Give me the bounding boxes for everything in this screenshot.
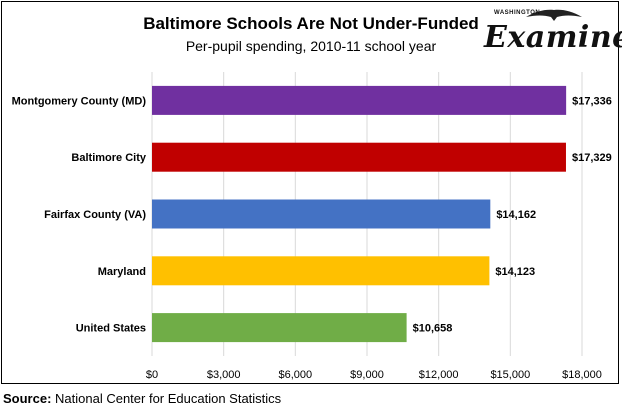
examiner-logo: WASHINGTON Examiner bbox=[484, 8, 622, 58]
labels: $0 $3,000 $6,000 $9,000 $12,000 $15,000 $18,00… bbox=[12, 95, 612, 381]
x-tick-label: $15,000 bbox=[490, 369, 530, 381]
chart-subtitle: Per-pupil spending, 2010-11 school year bbox=[185, 38, 437, 54]
bar bbox=[152, 199, 491, 229]
eagle-icon bbox=[526, 9, 582, 21]
bar bbox=[152, 256, 490, 286]
source-label: Source: bbox=[3, 391, 52, 406]
bar bbox=[152, 142, 566, 172]
source-note: Source: National Center for Education St… bbox=[3, 391, 281, 406]
bar-chart: $0 $3,000 $6,000 $9,000 $12,000 $15,000 $18,00… bbox=[12, 72, 612, 381]
data-label: $10,658 bbox=[413, 323, 453, 335]
data-label: $17,336 bbox=[572, 95, 612, 107]
bar bbox=[152, 313, 407, 343]
bar bbox=[152, 85, 567, 115]
chart-title: Baltimore Schools Are Not Under-Funded bbox=[143, 14, 479, 33]
x-tick-label: $18,000 bbox=[562, 369, 602, 381]
x-tick-label: $3,000 bbox=[207, 369, 241, 381]
logo-small-text: WASHINGTON bbox=[494, 10, 541, 16]
bars bbox=[152, 85, 567, 343]
data-label: $14,123 bbox=[495, 266, 535, 278]
source-text: National Center for Education Statistics bbox=[51, 391, 282, 406]
category-label: United States bbox=[76, 323, 146, 335]
data-label: $14,162 bbox=[496, 209, 536, 221]
x-tick-label: $6,000 bbox=[279, 369, 313, 381]
category-label: Fairfax County (VA) bbox=[44, 209, 146, 221]
category-label: Maryland bbox=[98, 266, 146, 278]
x-tick-label: $9,000 bbox=[350, 369, 384, 381]
category-label: Montgomery County (MD) bbox=[12, 95, 147, 107]
category-label: Baltimore City bbox=[71, 152, 146, 164]
data-label: $17,329 bbox=[572, 152, 612, 164]
x-tick-label: $12,000 bbox=[419, 369, 459, 381]
logo-name: Examiner bbox=[484, 20, 622, 55]
x-tick-label: $0 bbox=[146, 369, 158, 381]
